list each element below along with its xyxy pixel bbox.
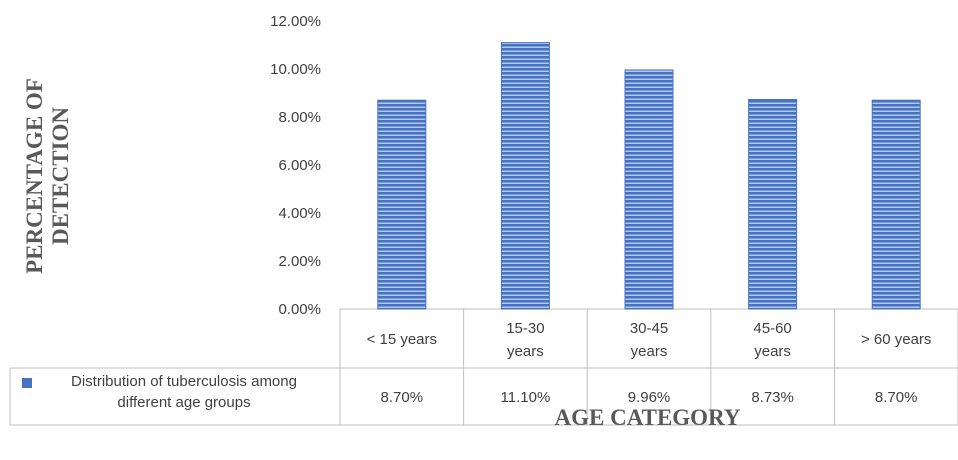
y-tick-label: 8.00% [278,109,321,126]
x-tick-label: 30-45 [630,320,668,337]
data-label: 9.96% [628,389,671,406]
y-tick-label: 10.00% [270,61,321,78]
y-axis-title-line-2: DETECTION [48,106,73,246]
y-tick-label: 0.00% [278,301,321,318]
x-tick-label: years [631,343,668,360]
x-tick-label: 45-60 [753,320,791,337]
legend-key [22,378,32,388]
bar [624,69,674,310]
x-tick-label: 15-30 [506,320,544,337]
y-tick-label: 12.00% [270,13,321,30]
y-tick-label: 6.00% [278,157,321,174]
bar [500,42,550,310]
x-tick-label: years [754,343,791,360]
data-label: 11.10% [501,389,551,406]
bar [748,98,798,310]
data-label: 8.70% [381,389,424,406]
data-label: 8.70% [875,389,918,406]
x-tick-label: > 60 years [861,331,931,348]
y-tick-label: 2.00% [278,253,321,270]
legend-series-name-line-2: different age groups [117,394,251,411]
x-axis-title: AGE CATEGORY [554,405,741,430]
data-label: 8.73% [751,389,794,406]
bar [377,99,427,310]
y-axis-title-line-1: PERCENTAGE OF [22,78,47,274]
legend-series-name-line-1: Distribution of tuberculosis among [71,373,297,390]
bar [871,99,921,310]
x-tick-label: years [507,343,544,360]
y-axis-title: PERCENTAGE OF DETECTION [22,46,74,306]
legend-series-name: Distribution of tuberculosis among diffe… [38,371,330,413]
y-tick-label: 4.00% [278,205,321,222]
x-tick-label: < 15 years [367,331,437,348]
